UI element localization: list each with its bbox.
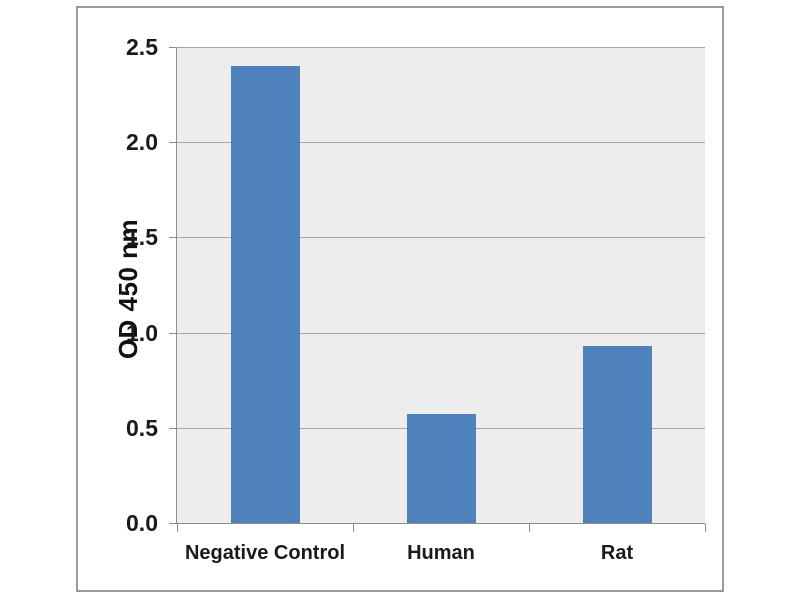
y-tick-mark <box>169 427 177 429</box>
y-axis-line <box>176 47 177 524</box>
y-tick-label: 0.0 <box>126 510 158 536</box>
x-tick-mark <box>177 524 178 532</box>
y-tick-label: 1.0 <box>126 319 158 346</box>
x-tick-mark <box>529 524 530 532</box>
plot-area <box>177 47 705 523</box>
y-tick-mark <box>169 523 177 524</box>
x-tick-mark <box>353 524 354 532</box>
y-gridline <box>177 237 705 239</box>
x-category-label: Rat <box>600 542 634 564</box>
y-tick-mark <box>169 332 177 334</box>
y-gridline <box>177 142 705 144</box>
y-axis-title: OD 450 nm <box>113 218 143 360</box>
x-tick-mark <box>705 524 706 532</box>
y-tick-label: 2.0 <box>126 129 158 156</box>
y-gridline <box>177 47 705 48</box>
bar-rat <box>582 345 652 523</box>
y-tick-mark <box>169 237 177 239</box>
y-tick-label: 2.5 <box>126 34 158 60</box>
y-tick-mark <box>169 142 177 144</box>
bar-human <box>406 414 476 523</box>
y-tick-label: 1.5 <box>126 224 158 251</box>
x-axis-line <box>177 523 705 524</box>
y-tick-mark <box>169 47 177 48</box>
bar-negative-control <box>230 66 300 523</box>
x-category-label: Human <box>407 542 475 564</box>
y-tick-label: 0.5 <box>126 414 158 441</box>
x-category-label: Negative Control <box>184 542 346 564</box>
chart-frame: OD 450 nm 0.0 0.5 1.0 1.5 2.0 2.5 Negative Co… <box>76 6 724 592</box>
y-gridline <box>177 332 705 334</box>
